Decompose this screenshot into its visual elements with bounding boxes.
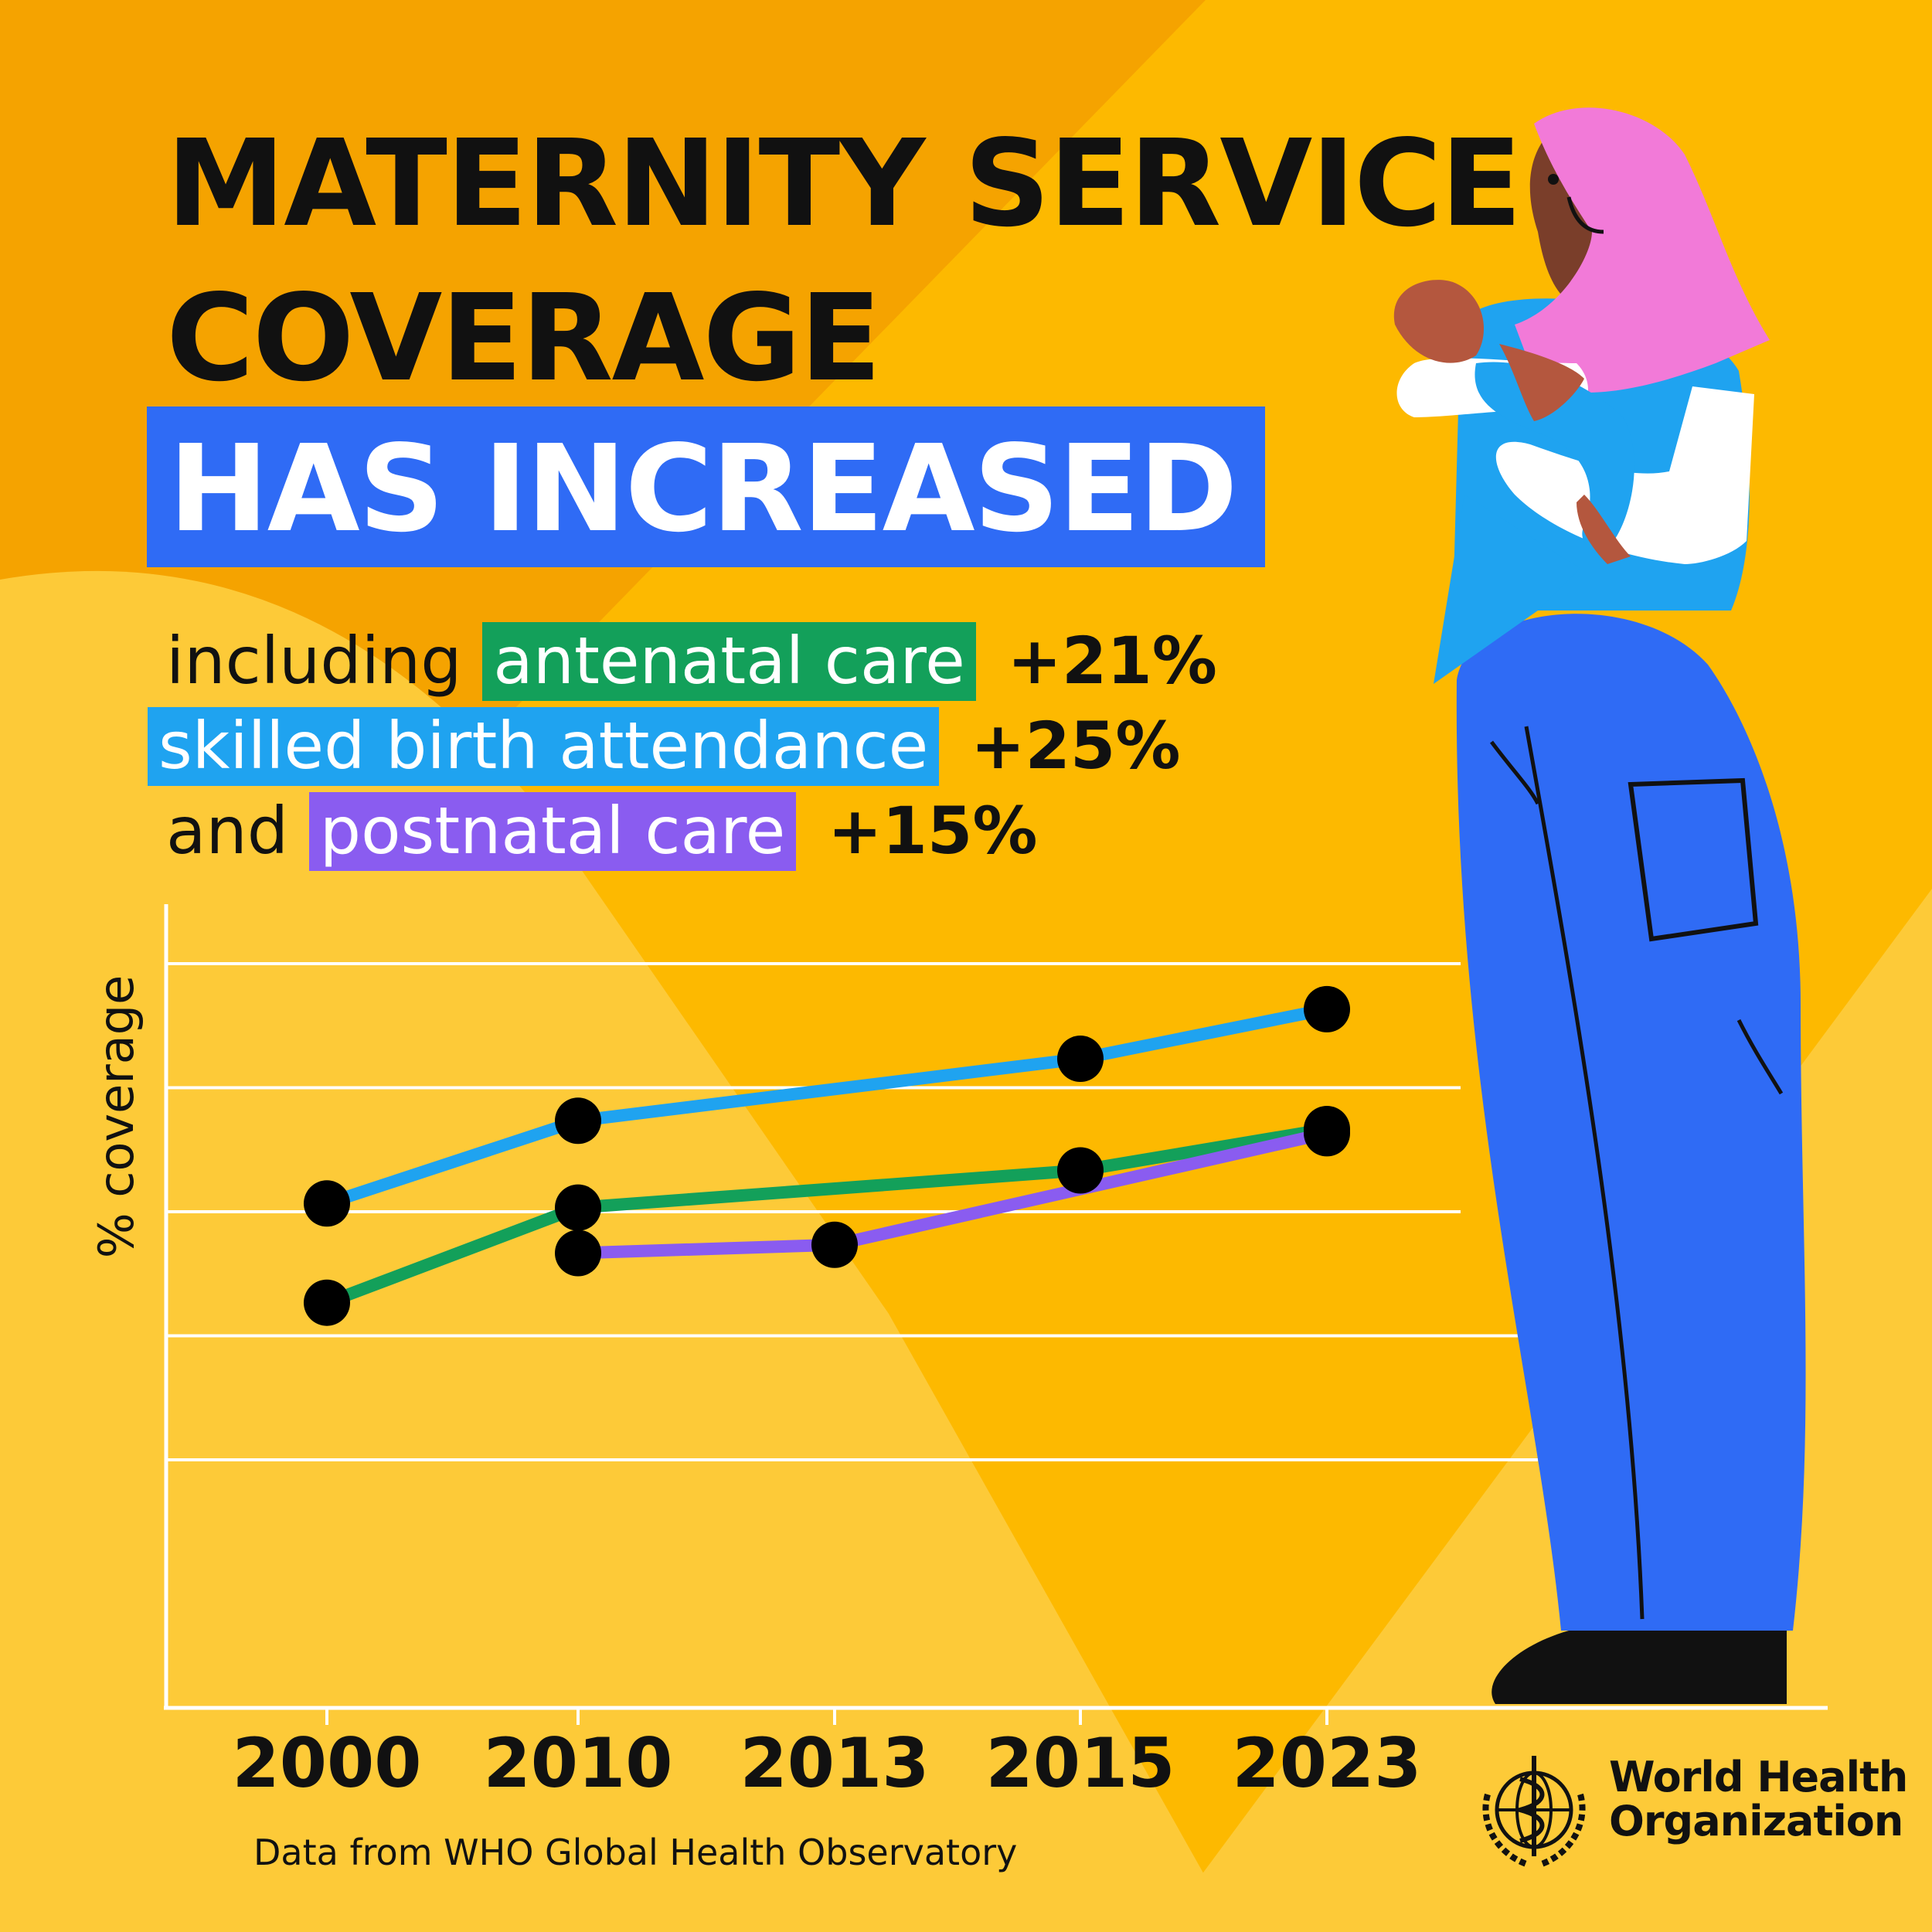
- antenatal-care-label: antenatal care: [482, 622, 976, 701]
- skilled-birth-value: +25%: [971, 708, 1181, 784]
- data-point: [1304, 1110, 1350, 1157]
- skilled-birth-label: skilled birth attendance: [148, 707, 940, 786]
- subtitle-line3: and postnatal care +15%: [166, 792, 1038, 871]
- title-highlight: [147, 406, 1265, 567]
- who-emblem-icon: [1482, 1756, 1586, 1867]
- data-source: Data from WHO Global Health Observatory: [253, 1832, 1018, 1873]
- x-tick-label: 2000: [233, 1723, 422, 1803]
- subtitle-prefix: and: [166, 793, 289, 869]
- x-tick-label: 2010: [484, 1723, 673, 1803]
- x-ticks: 2000 2010 2013 2015 2023: [233, 1708, 1422, 1803]
- series-line: [325, 1003, 1328, 1209]
- antenatal-care-value: +21%: [1007, 623, 1217, 699]
- x-tick-label: 2015: [986, 1723, 1175, 1803]
- postnatal-care-label: postnatal care: [308, 792, 797, 871]
- y-axis-label: % coverage: [88, 975, 145, 1258]
- data-point: [811, 1221, 858, 1268]
- title-line1: MATERNITY SERVICE: [166, 114, 1522, 253]
- postnatal-care-value: +15%: [828, 793, 1038, 869]
- title-line3: HAS INCREASED: [168, 419, 1238, 559]
- who-logo-text: World Health Organization: [1609, 1753, 1908, 1845]
- data-point: [555, 1230, 601, 1277]
- data-point: [1304, 985, 1350, 1032]
- title-line2: COVERAGE: [166, 268, 882, 408]
- subtitle-line1: including antenatal care +21%: [166, 622, 1217, 701]
- x-tick-label: 2013: [740, 1723, 930, 1803]
- series-line: [325, 1123, 1328, 1309]
- data-markers: [304, 985, 1350, 1326]
- subtitle-prefix: including: [166, 623, 462, 699]
- subtitle-line2: skilled birth attendance +25%: [148, 707, 1181, 786]
- who-logo-line1: World Health: [1609, 1753, 1908, 1801]
- data-point: [304, 1180, 350, 1227]
- data-point: [555, 1097, 601, 1145]
- data-point: [1057, 1147, 1104, 1194]
- grid-lines: [166, 962, 1553, 1461]
- data-point: [1057, 1036, 1104, 1083]
- health-worker-illustration: [1393, 107, 1806, 1704]
- data-point: [555, 1184, 601, 1231]
- who-logo-line2: Organization: [1609, 1796, 1903, 1845]
- x-tick-label: 2023: [1233, 1723, 1422, 1803]
- data-point: [304, 1279, 350, 1326]
